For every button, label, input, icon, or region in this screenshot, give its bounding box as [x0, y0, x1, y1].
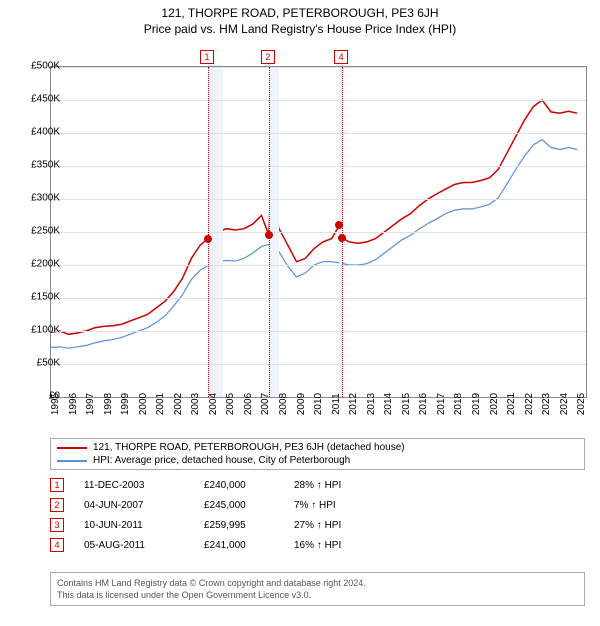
transaction-point: [335, 221, 343, 229]
x-axis-label: 2013: [366, 393, 377, 415]
transaction-date: 10-JUN-2011: [84, 520, 204, 531]
transaction-table: 1 11-DEC-2003£240,00028% ↑ HPI 2 04-JUN-200…: [50, 478, 374, 558]
x-axis-label: 2006: [243, 393, 254, 415]
transaction-date: 04-JUN-2007: [84, 500, 204, 511]
footer-attribution: Contains HM Land Registry data © Crown c…: [50, 572, 585, 606]
transaction-price: £240,000: [204, 480, 294, 491]
gridline: [51, 133, 586, 134]
x-axis-label: 1998: [103, 393, 114, 415]
x-axis-label: 2012: [348, 393, 359, 415]
gridline: [51, 364, 586, 365]
transaction-badge: 1: [50, 478, 64, 492]
y-axis-label: £200K: [14, 259, 60, 270]
page-title: 121, THORPE ROAD, PETERBOROUGH, PE3 6JH: [0, 6, 600, 20]
x-axis-label: 2011: [331, 393, 342, 415]
y-axis-label: £50K: [14, 358, 60, 369]
y-axis-label: £350K: [14, 160, 60, 171]
x-axis-label: 2024: [559, 393, 570, 415]
x-axis-label: 2020: [489, 393, 500, 415]
transaction-point: [338, 234, 346, 242]
x-axis-label: 2018: [453, 393, 464, 415]
y-axis-label: £150K: [14, 292, 60, 303]
transaction-row: 4 05-AUG-2011£241,00016% ↑ HPI: [50, 538, 374, 552]
transaction-badge: 3: [50, 518, 64, 532]
x-axis-label: 1995: [50, 393, 61, 415]
chart-container: 121, THORPE ROAD, PETERBOROUGH, PE3 6JH …: [0, 6, 600, 626]
gridline: [51, 100, 586, 101]
transaction-price: £241,000: [204, 540, 294, 551]
transaction-price: £245,000: [204, 500, 294, 511]
transaction-row: 1 11-DEC-2003£240,00028% ↑ HPI: [50, 478, 374, 492]
legend-item: 121, THORPE ROAD, PETERBOROUGH, PE3 6JH …: [57, 442, 578, 453]
x-axis-label: 2000: [138, 393, 149, 415]
x-axis-label: 2014: [383, 393, 394, 415]
legend-swatch: [57, 447, 87, 449]
x-axis-label: 2015: [401, 393, 412, 415]
transaction-pct: 7% ↑ HPI: [294, 500, 374, 511]
transaction-date: 05-AUG-2011: [84, 540, 204, 551]
transaction-badge: 2: [50, 498, 64, 512]
x-axis-label: 2016: [418, 393, 429, 415]
gridline: [51, 67, 586, 68]
footer-line: This data is licensed under the Open Gov…: [57, 589, 578, 601]
legend-item: HPI: Average price, detached house, City…: [57, 455, 578, 466]
x-axis-label: 2025: [576, 393, 587, 415]
event-vline: [208, 67, 209, 397]
x-axis-label: 2022: [524, 393, 535, 415]
x-axis-label: 2002: [173, 393, 184, 415]
gridline: [51, 298, 586, 299]
x-axis-label: 2005: [225, 393, 236, 415]
transaction-point: [265, 231, 273, 239]
y-axis-label: £300K: [14, 193, 60, 204]
legend-label: 121, THORPE ROAD, PETERBOROUGH, PE3 6JH …: [93, 442, 405, 453]
x-axis-label: 2001: [155, 393, 166, 415]
x-axis-label: 2003: [190, 393, 201, 415]
x-axis-label: 1997: [85, 393, 96, 415]
y-axis-label: £100K: [14, 325, 60, 336]
legend-label: HPI: Average price, detached house, City…: [93, 455, 350, 466]
x-axis-label: 2008: [278, 393, 289, 415]
gridline: [51, 166, 586, 167]
series-line-hpi: [51, 140, 577, 349]
gridline: [51, 232, 586, 233]
y-axis-label: £250K: [14, 226, 60, 237]
series-line-property: [51, 100, 577, 334]
page-subtitle: Price paid vs. HM Land Registry's House …: [0, 22, 600, 36]
x-axis-label: 2009: [296, 393, 307, 415]
y-axis-label: £400K: [14, 127, 60, 138]
transaction-pct: 27% ↑ HPI: [294, 520, 374, 531]
x-axis-label: 2019: [471, 393, 482, 415]
chart-plot-area: [50, 66, 587, 398]
x-axis-label: 2007: [260, 393, 271, 415]
legend-swatch: [57, 460, 87, 462]
transaction-price: £259,995: [204, 520, 294, 531]
gridline: [51, 331, 586, 332]
legend-box: 121, THORPE ROAD, PETERBOROUGH, PE3 6JH …: [50, 438, 585, 470]
transaction-pct: 16% ↑ HPI: [294, 540, 374, 551]
event-marker-box: 4: [334, 50, 348, 64]
x-axis-label: 2004: [208, 393, 219, 415]
event-marker-box: 1: [200, 50, 214, 64]
event-marker-box: 2: [261, 50, 275, 64]
transaction-date: 11-DEC-2003: [84, 480, 204, 491]
transaction-badge: 4: [50, 538, 64, 552]
gridline: [51, 199, 586, 200]
gridline: [51, 265, 586, 266]
transaction-pct: 28% ↑ HPI: [294, 480, 374, 491]
y-axis-label: £450K: [14, 94, 60, 105]
transaction-row: 3 10-JUN-2011£259,99527% ↑ HPI: [50, 518, 374, 532]
transaction-point: [204, 235, 212, 243]
x-axis-label: 1999: [120, 393, 131, 415]
footer-line: Contains HM Land Registry data © Crown c…: [57, 577, 578, 589]
x-axis-label: 2010: [313, 393, 324, 415]
event-vline: [342, 67, 343, 397]
x-axis-label: 2023: [541, 393, 552, 415]
x-axis-label: 2021: [506, 393, 517, 415]
x-axis-label: 2017: [436, 393, 447, 415]
transaction-row: 2 04-JUN-2007£245,0007% ↑ HPI: [50, 498, 374, 512]
y-axis-label: £500K: [14, 61, 60, 72]
x-axis-label: 1996: [68, 393, 79, 415]
